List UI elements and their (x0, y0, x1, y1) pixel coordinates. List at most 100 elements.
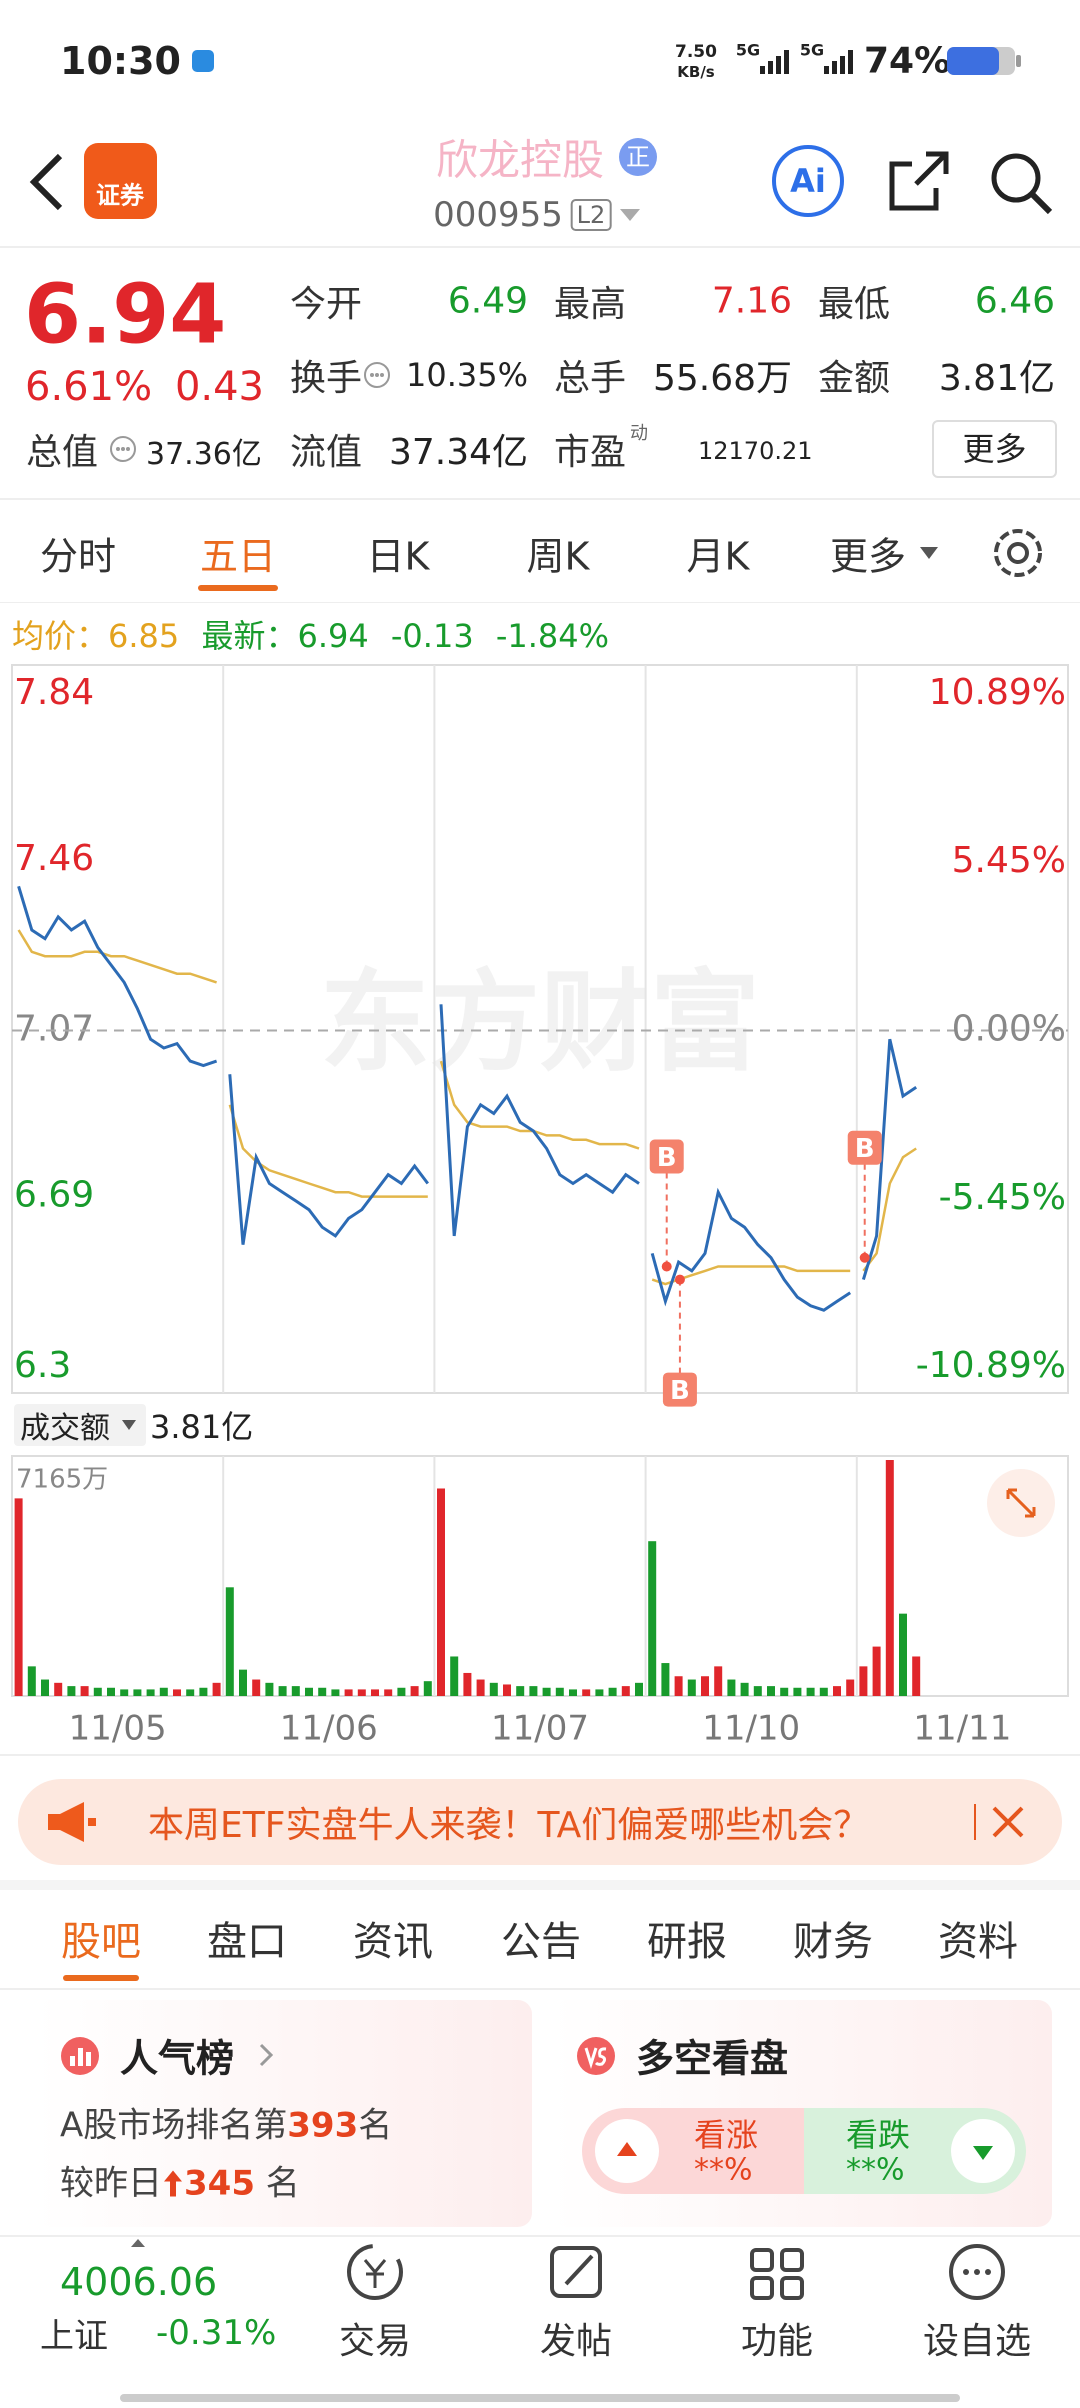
price-line (228, 1074, 429, 1245)
volume-bar (661, 1663, 670, 1696)
close-button[interactable] (990, 1804, 1026, 1840)
change-suffix: 名 (265, 2163, 300, 2204)
field-label: 金额 (818, 358, 891, 399)
volume-bar (146, 1689, 155, 1696)
field-value: 10.35% (405, 356, 528, 394)
chevron (259, 2043, 274, 2067)
chart-tab[interactable]: 日K (366, 534, 430, 579)
content-tab[interactable]: 公告 (501, 1919, 581, 1965)
field-label: 今开 (290, 284, 363, 325)
volume-title: 成交额 (20, 1411, 110, 1446)
bear-value: **% (846, 2152, 905, 2188)
ai-button[interactable]: Ai (772, 145, 844, 217)
y2-tick-label: 5.45% (952, 840, 1066, 881)
average-line (17, 929, 217, 984)
content-tab[interactable]: 资料 (938, 1919, 1018, 1965)
bear-button[interactable] (950, 2118, 1016, 2184)
change-percent: 6.61% (25, 364, 153, 410)
volume-bar (357, 1689, 366, 1696)
volume-bar (859, 1666, 868, 1696)
chart-tab[interactable]: 更多 (829, 534, 907, 579)
volume-bar (67, 1686, 76, 1696)
nav-icons (347, 2244, 1005, 2300)
settings-button[interactable] (990, 525, 1046, 581)
info-icon (364, 362, 390, 388)
nav-item[interactable]: 发帖 (539, 2321, 613, 2362)
share-button[interactable] (886, 148, 952, 214)
volume-bar (727, 1679, 736, 1696)
index-change[interactable]: -0.31% (156, 2313, 277, 2353)
field-label: 流值 (290, 432, 363, 473)
info-icon (110, 436, 136, 462)
volume-bar (159, 1687, 168, 1696)
nav-item[interactable]: 设自选 (922, 2321, 1032, 2362)
volume-bar (133, 1689, 142, 1696)
chart-tab[interactable]: 五日 (199, 534, 277, 579)
chart-tab[interactable]: 周K (526, 534, 590, 579)
price: 6.94 (24, 267, 227, 363)
volume-bar (410, 1686, 419, 1696)
volume-bar (687, 1679, 696, 1696)
back-button[interactable] (24, 150, 68, 214)
field-superscript: 动 (630, 423, 648, 444)
volume-bar (753, 1686, 762, 1696)
y-tick-label: 7.07 (14, 1009, 94, 1050)
volume-bar (780, 1687, 789, 1696)
price-line (650, 1187, 852, 1312)
volume-bar (463, 1672, 472, 1696)
volume-bar (186, 1689, 195, 1696)
volume-bar (489, 1682, 498, 1696)
rank-prefix: A股市场排名第 (60, 2105, 288, 2146)
broker-badge-text: 证券 (96, 181, 144, 210)
marker-label: B (657, 1143, 677, 1173)
volume-bar (833, 1686, 841, 1696)
volume-bar (173, 1689, 181, 1696)
popularity-card[interactable] (36, 2000, 532, 2227)
average-line (228, 1104, 428, 1198)
field-label: 最低 (818, 284, 891, 325)
megaphone-icon (48, 1802, 96, 1842)
volume-bar (555, 1687, 564, 1696)
search-button[interactable] (988, 150, 1054, 216)
content-tab[interactable]: 资讯 (353, 1919, 433, 1965)
volume-bar (397, 1687, 406, 1696)
volume-bar (344, 1689, 353, 1696)
index-name[interactable]: 上证 (40, 2316, 108, 2357)
average-line (651, 1265, 851, 1286)
field-value: 3.81亿 (938, 358, 1055, 399)
content-tab[interactable]: 财务 (793, 1919, 873, 1965)
broker-badge[interactable] (84, 143, 157, 219)
volume-bar (371, 1689, 379, 1696)
chart-tab[interactable]: 分时 (39, 534, 117, 579)
content-tab[interactable]: 研报 (647, 1919, 727, 1965)
field-label: 总值 (26, 432, 99, 473)
nav-item[interactable]: 交易 (338, 2321, 412, 2362)
volume-selector[interactable] (14, 1404, 146, 1446)
volume-bar (14, 1498, 23, 1696)
field-label: 最高 (554, 284, 627, 325)
volume-bar (740, 1682, 749, 1696)
price-line (17, 885, 218, 1068)
change: 0.43 (174, 364, 264, 410)
chart-tab[interactable]: 月K (686, 534, 750, 579)
watermark: 东方财富 (320, 958, 760, 1086)
nav-item[interactable]: 功能 (740, 2321, 814, 2362)
y-tick-label: 6.3 (14, 1345, 71, 1386)
content-tab[interactable]: 股吧 (61, 1919, 141, 1965)
volume-bar (516, 1686, 525, 1696)
latest-value: 6.94 (297, 617, 369, 655)
bull-button[interactable] (594, 2118, 660, 2184)
volume-bar (318, 1687, 327, 1696)
banner[interactable] (18, 1779, 1062, 1865)
x-tick-label: 11/10 (702, 1709, 800, 1749)
index-value[interactable]: 4006.06 (60, 2260, 218, 2304)
volume-bar (54, 1682, 63, 1696)
network: 5G (799, 40, 825, 60)
content-tab[interactable]: 盘口 (207, 1919, 287, 1965)
popularity-title: 人气榜 (120, 2036, 235, 2081)
field-value: 7.16 (711, 280, 792, 322)
y2-tick-label: 10.89% (929, 672, 1066, 713)
more-button[interactable]: 更多 (932, 420, 1057, 478)
average-line (862, 1147, 917, 1272)
latest-change-percent: -1.84% (495, 617, 610, 655)
